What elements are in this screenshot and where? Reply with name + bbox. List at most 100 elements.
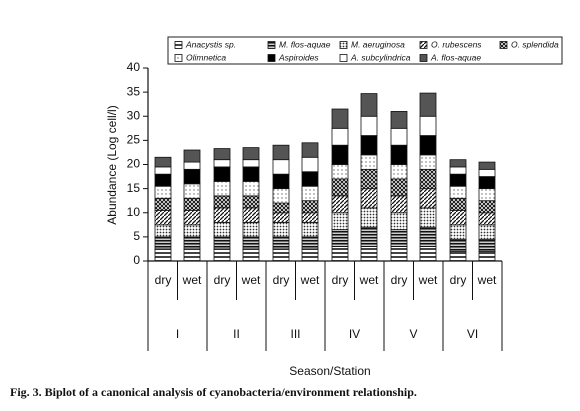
y-tick-label: 5: [133, 229, 140, 243]
bar-segment: [390, 178, 408, 197]
bar-segment: [154, 156, 172, 168]
x-tick-label: dry: [391, 273, 408, 287]
bar-segment: [242, 195, 260, 209]
bar-segment: [449, 185, 467, 199]
y-axis-title: Abundance (Log cell/l): [105, 105, 119, 224]
bar-segment: [242, 248, 260, 262]
legend-swatch: [499, 41, 508, 49]
bar-segment: [242, 166, 260, 182]
y-tick-label: 35: [127, 84, 141, 98]
bar-segment: [478, 200, 496, 214]
bar-segment: [301, 185, 319, 202]
y-tick-label: 10: [127, 205, 141, 219]
bar-segment: [360, 226, 378, 247]
bar-segment: [478, 188, 496, 202]
bar-segment: [360, 135, 378, 156]
bar-segment: [272, 173, 290, 190]
bar-segment: [242, 180, 260, 197]
legend: Anacystis sp. M. flos-aquae M. aeruginosa O…: [167, 36, 563, 65]
bar-segment: [419, 115, 437, 136]
bar-segment: [331, 144, 349, 165]
bar-segment: [272, 221, 290, 238]
bar-segment: [272, 212, 290, 223]
x-tick-label: dry: [214, 273, 231, 287]
bar-segment: [331, 195, 349, 214]
legend-swatch: [339, 41, 348, 49]
bar-segment: [449, 166, 467, 175]
bar-segment: [301, 156, 319, 173]
bar-segment: [419, 92, 437, 117]
bar-segment: [478, 176, 496, 190]
bar-segment: [272, 202, 290, 214]
bar-segment: [301, 221, 319, 238]
x-tick-label: wet: [241, 273, 261, 287]
bar-segment: [272, 144, 290, 161]
bar-segment: [242, 159, 260, 168]
bar-segment: [213, 236, 231, 250]
bar-segment: [331, 164, 349, 180]
group-label: II: [233, 327, 240, 341]
bar-segment: [478, 212, 496, 226]
bar-segment: [419, 168, 437, 190]
legend-swatch: [174, 54, 183, 62]
bar-segment: [183, 209, 201, 226]
bar-segment: [331, 229, 349, 247]
legend-box: [167, 36, 563, 65]
x-tick-label: dry: [450, 273, 467, 287]
caption: Fig. 3. Biplot of a canonical analysis o…: [10, 385, 417, 399]
x-tick-label: wet: [182, 273, 202, 287]
bar-segment: [360, 246, 378, 262]
y-tick-label: 20: [127, 157, 141, 171]
bar-segment: [272, 248, 290, 262]
bar-segment: [183, 183, 201, 199]
bar-segment: [390, 195, 408, 214]
legend-label: Anacystis sp.: [185, 39, 236, 49]
legend-label: O. rubescens: [431, 39, 482, 49]
bar-segment: [419, 246, 437, 262]
group-label: VI: [467, 327, 478, 341]
bar-segment: [331, 246, 349, 262]
bar-segment: [331, 127, 349, 146]
x-tick-label: dry: [332, 273, 349, 287]
x-tick-label: dry: [273, 273, 290, 287]
legend-label: O. splendida: [511, 39, 559, 49]
x-axis-title: Season/Station: [289, 364, 370, 378]
bar-segment: [390, 229, 408, 247]
y-tick-label: 30: [127, 108, 141, 122]
bar-segment: [449, 159, 467, 168]
bar-segment: [183, 197, 201, 211]
bar-segment: [272, 188, 290, 204]
bar-segment: [478, 238, 496, 252]
legend-swatch: [419, 54, 428, 62]
bar-segment: [390, 246, 408, 262]
bar-segment: [449, 224, 467, 240]
legend-swatch: [339, 54, 348, 62]
group-label: III: [290, 327, 300, 341]
legend-swatch: [267, 54, 276, 62]
bar-segment: [301, 171, 319, 187]
bar-segment: [331, 178, 349, 197]
bar-segment: [331, 108, 349, 129]
bar-segment: [478, 161, 496, 170]
bar-segment: [154, 173, 172, 187]
bar-segment: [449, 209, 467, 226]
bar-segment: [390, 212, 408, 231]
bar-segment: [242, 207, 260, 223]
bar-segment: [213, 159, 231, 168]
y-tick-label: 0: [133, 253, 140, 267]
bar-segment: [449, 197, 467, 211]
bar-segment: [360, 154, 378, 170]
x-tick-label: wet: [300, 273, 320, 287]
legend-swatch: [174, 41, 183, 49]
bar-segment: [272, 159, 290, 175]
bar-segment: [449, 238, 467, 252]
legend-label: M. flos-aquae: [279, 39, 331, 49]
bar-segment: [154, 236, 172, 250]
legend-label: M. aeruginosa: [351, 39, 405, 49]
bar-segment: [478, 224, 496, 240]
bar-segment: [301, 212, 319, 223]
bar-segment: [213, 148, 231, 161]
bar-segment: [183, 236, 201, 250]
bar-segment: [360, 207, 378, 228]
bar-segment: [154, 185, 172, 199]
